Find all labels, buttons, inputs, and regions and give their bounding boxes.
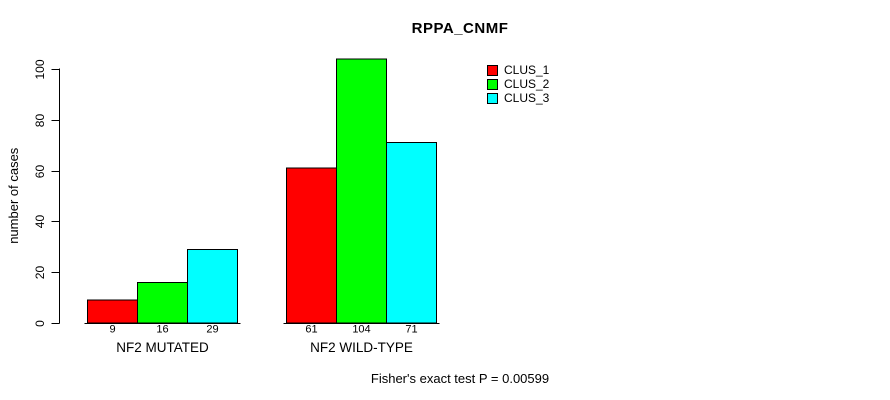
legend-item-clus3: CLUS_3 [487, 91, 549, 105]
legend-item-clus1: CLUS_1 [487, 63, 549, 77]
y-tick-label: 60 [33, 165, 47, 179]
bar-clus-2-nf2-wild-type [336, 58, 387, 324]
bar-clus-1-nf2-wild-type [286, 167, 337, 324]
legend-item-clus2: CLUS_2 [487, 77, 549, 91]
bar-value-label: 29 [206, 324, 218, 336]
legend-swatch-clus2-icon [487, 78, 498, 90]
legend-swatch-clus1-icon [487, 64, 498, 76]
annotation-text: Fisher's exact test P = 0.00599 [370, 371, 550, 386]
bar-value-label: 9 [109, 324, 115, 336]
legend-label-clus2: CLUS_2 [504, 77, 550, 91]
legend: CLUS_1 CLUS_2 CLUS_3 [487, 63, 549, 105]
bar-value-label: 71 [405, 324, 417, 336]
x-category-label-nf2-wild-type: NF2 WILD-TYPE [310, 340, 413, 355]
y-tick-label: 40 [33, 215, 47, 229]
legend-swatch-clus3-icon [487, 92, 498, 104]
y-tick-label: 100 [33, 59, 47, 79]
bar-value-label: 16 [156, 324, 168, 336]
bar-value-label: 104 [352, 324, 370, 336]
bar-clus-3-nf2-wild-type [386, 142, 437, 324]
legend-label-clus1: CLUS_1 [504, 63, 550, 77]
y-tick-label: 0 [33, 320, 47, 327]
bar-clus-3-nf2-mutated [187, 248, 238, 324]
bar-value-label: 61 [305, 324, 317, 336]
bar-clus-2-nf2-mutated [137, 281, 188, 324]
y-tick-label: 20 [33, 266, 47, 280]
legend-label-clus3: CLUS_3 [504, 91, 550, 105]
x-category-label-nf2-mutated: NF2 MUTATED [116, 340, 209, 355]
bar-clus-1-nf2-mutated [87, 299, 138, 324]
chart-title: RPPA_CNMF [411, 20, 509, 37]
y-axis-label: number of cases [6, 147, 21, 244]
y-tick-label: 80 [33, 114, 47, 128]
